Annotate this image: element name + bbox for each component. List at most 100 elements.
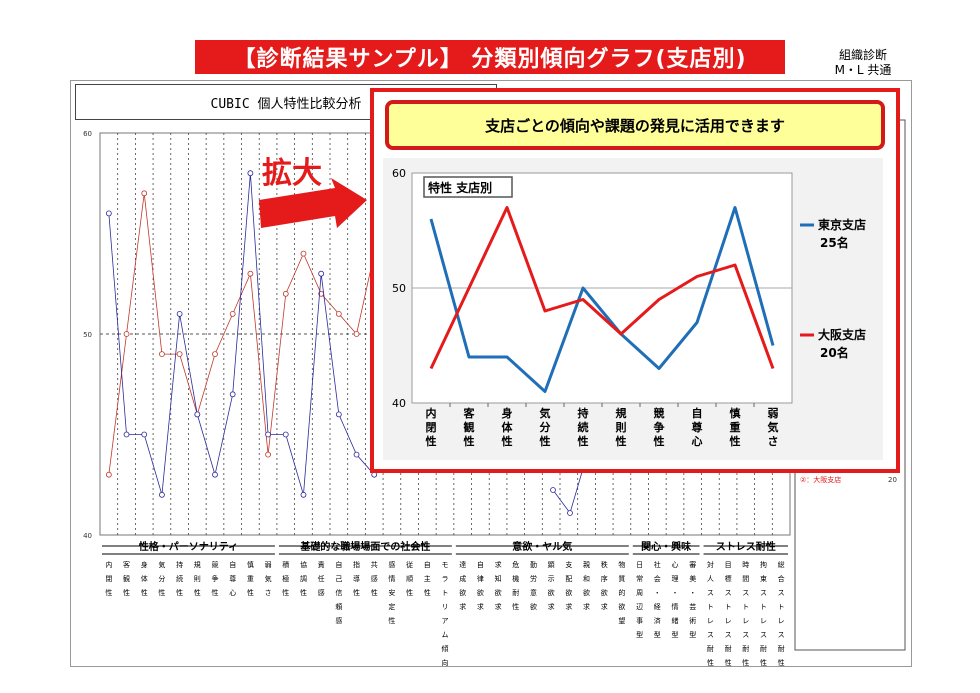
- bg-column-label: 時間ストレス耐性: [742, 561, 749, 667]
- bg-series-blue-line: [108, 173, 375, 495]
- bg-series-blue-point: [282, 431, 289, 438]
- bg-legend-osaka: ②：大阪支店: [800, 475, 841, 484]
- bg-column-label: 自律欲求: [477, 560, 484, 611]
- series-line-0: [429, 206, 775, 393]
- bg-series-blue-point: [105, 210, 112, 217]
- bg-column-label: 達成欲求: [459, 560, 466, 611]
- bg-column-label: モラトリアム傾向: [442, 561, 449, 667]
- bg-column-label: 慎重性: [247, 560, 254, 597]
- bg-series-red-point: [141, 190, 148, 197]
- page-banner: 【診断結果サンプル】 分類別傾向グラフ(支店別): [195, 40, 785, 74]
- bg-column-label: 内閉性: [105, 560, 112, 597]
- bg-series-red-point: [282, 290, 289, 297]
- bg-series-red-point: [265, 451, 271, 458]
- bg-series-blue-point: [567, 510, 573, 516]
- zoom-label: 拡大: [262, 156, 322, 191]
- bg-column-label: 共感性: [371, 560, 378, 597]
- bg-column-label: 物質的欲望: [618, 560, 625, 625]
- bg-column-label: 総合ストレス耐性: [778, 560, 785, 667]
- bg-column-label: 協調性: [300, 560, 307, 597]
- bg-series-blue-point: [353, 451, 360, 458]
- bg-column-label: 規則性: [194, 560, 201, 597]
- legend-name-0: 東京支店: [818, 217, 866, 232]
- x-tick-label: 内閉性: [426, 406, 437, 448]
- x-tick-label: 気分性: [540, 406, 551, 448]
- zoom-arrow-icon: [259, 178, 367, 228]
- bg-series-red-point: [335, 310, 342, 317]
- bg-column-label: 心理・情緒型: [672, 561, 679, 639]
- bg-group-label: ストレス耐性: [716, 540, 776, 553]
- bg-series-red-point: [229, 310, 236, 317]
- bg-column-label: 危機耐性: [512, 560, 519, 611]
- bg-series-red-point: [212, 351, 218, 358]
- bg-series-blue-point: [176, 310, 183, 317]
- bg-series-red-point: [123, 331, 130, 337]
- bg-series-blue-point: [123, 431, 130, 438]
- bg-series-blue-point: [247, 170, 254, 177]
- bg-y-tick-label: 60: [83, 130, 92, 138]
- chart-title-box: [423, 176, 513, 198]
- bg-column-label: 弱気さ: [265, 561, 272, 597]
- bg-column-label: 拘束ストレス耐性: [760, 560, 767, 667]
- bg-series-blue-point: [212, 471, 218, 478]
- bg-column-label: 目標ストレス耐性: [725, 561, 732, 667]
- x-tick-label: 持続性: [578, 406, 589, 448]
- bg-column-label: 従順性: [406, 560, 413, 597]
- corner-line-1: 組織診断: [838, 48, 887, 62]
- x-tick-label: 自尊心: [692, 406, 703, 448]
- bg-column-label: 持続性: [176, 560, 183, 597]
- bg-series-blue-point: [550, 487, 556, 493]
- x-tick-label: 規則性: [615, 406, 627, 448]
- bg-column-label: 求知欲求: [495, 560, 502, 611]
- series-line-1: [429, 206, 775, 370]
- bg-column-label: 客観性: [123, 560, 130, 597]
- x-tick-label: 身体性: [502, 406, 514, 448]
- bg-group-label: 意欲・ヤル気: [512, 540, 572, 553]
- bg-column-label: 気分性: [158, 560, 165, 597]
- bg-column-label: 自尊心: [229, 560, 236, 597]
- bg-series-blue-point: [318, 270, 325, 277]
- chart-title: 特性 支店別: [428, 180, 492, 195]
- bg-group-label: 関心・興味: [641, 540, 691, 553]
- bg-column-label: 身体性: [141, 560, 148, 597]
- bg-series-blue-point: [265, 431, 271, 438]
- x-tick-label: 競争性: [654, 406, 665, 448]
- y-tick-label: 50: [392, 282, 406, 295]
- bg-series-blue-point: [300, 491, 307, 498]
- bg-series-red-point: [105, 471, 112, 478]
- bg-group-label: 基礎的な職場場面での社会性: [299, 540, 430, 553]
- bg-column-label: 審美・芸術型: [689, 560, 696, 639]
- bg-y-tick-label: 50: [83, 331, 92, 339]
- bg-column-label: 日常周辺事型: [636, 561, 643, 639]
- bg-legend-count: 20: [888, 476, 897, 484]
- message-box: 支店ごとの傾向や課題の発見に活用できます: [385, 100, 885, 150]
- bg-series-red-point: [300, 250, 307, 257]
- corner-label: 組織診断 M・L 共通: [808, 48, 918, 78]
- x-tick-label: 慎重性: [730, 406, 741, 448]
- legend-count-1: 20名: [820, 345, 849, 360]
- bg-column-label: 自主性: [424, 560, 431, 597]
- bg-series-blue-point: [159, 491, 165, 498]
- bg-column-label: 積極性: [282, 560, 289, 597]
- x-tick-label: 客観性: [463, 406, 476, 448]
- bg-column-label: 秩序欲求: [601, 560, 608, 611]
- bg-group-label: 性格・パーソナリティ: [138, 540, 238, 553]
- bg-series-red-point: [247, 270, 254, 277]
- bg-series-red-point: [353, 331, 360, 337]
- bg-series-red-point: [159, 351, 165, 358]
- bg-column-label: 勤労意欲: [530, 560, 537, 611]
- bg-y-tick-label: 40: [83, 532, 92, 540]
- bg-series-blue-point: [335, 411, 342, 418]
- bg-column-label: 感情安定性: [388, 560, 395, 625]
- corner-line-2: M・L 共通: [834, 63, 892, 77]
- y-tick-label: 40: [392, 397, 406, 410]
- x-tick-label: 弱気さ: [768, 407, 779, 448]
- legend-name-1: 大阪支店: [818, 327, 866, 342]
- bg-column-label: 親和欲求: [583, 560, 590, 611]
- bg-column-label: 対人ストレス耐性: [707, 560, 714, 667]
- y-tick-label: 60: [392, 167, 406, 180]
- bg-column-label: 責任感: [318, 560, 325, 597]
- bg-series-red-point: [176, 351, 183, 358]
- bg-series-blue-point: [194, 411, 201, 418]
